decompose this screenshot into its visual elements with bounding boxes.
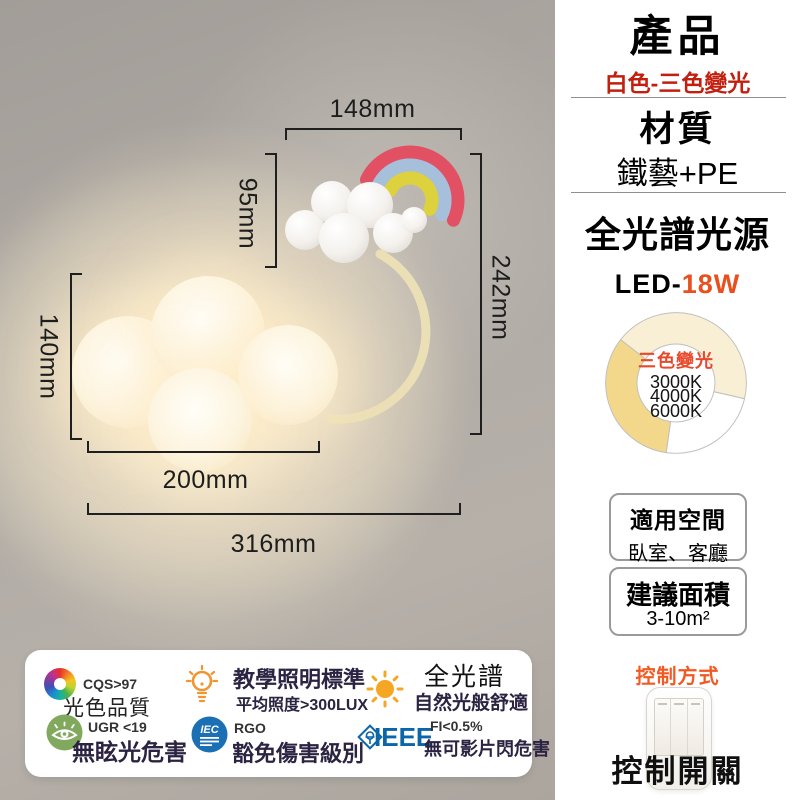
lamp-lobe xyxy=(148,368,252,472)
space-heading: 適用空間 xyxy=(630,507,726,533)
full-spectrum-label: 全光譜 xyxy=(424,663,506,691)
light-source-heading: 全光譜光源 xyxy=(584,214,770,255)
donut-segment-cream xyxy=(619,312,747,400)
no-flicker-label: 無可影片閃危害 xyxy=(424,739,550,759)
iec-badge-icon: IEC xyxy=(191,716,228,753)
dim-label-total-width: 316mm xyxy=(230,530,317,558)
wattage-label: LED-18W xyxy=(555,269,800,300)
divider xyxy=(571,97,786,98)
sun-icon xyxy=(366,670,404,708)
rgo-metric: RGO xyxy=(234,720,266,736)
temp-6000k: 6000K xyxy=(649,400,703,421)
dim-label-total-height: 242mm xyxy=(486,254,515,341)
variant-label: 白色-三色變光 xyxy=(604,70,751,96)
divider xyxy=(571,192,786,193)
iec-badge-text: IEC xyxy=(200,724,219,736)
natural-light-sublabel: 自然光般舒適 xyxy=(414,693,529,714)
product-title: 產品 xyxy=(629,13,726,61)
dim-bracket-cloud-height xyxy=(70,273,82,440)
ieee-wordmark: IEEE xyxy=(374,722,434,752)
donut-center-text: 三色變光 3000K 4000K 6000K xyxy=(600,307,752,459)
cloud-sphere xyxy=(401,207,427,233)
certifications-card: CQS>97 光色品質 教學照明標準 平均照度>300LUX 全光譜 自然光般舒… xyxy=(25,650,550,777)
dim-label-top-width: 148mm xyxy=(329,95,416,123)
switch-plate xyxy=(654,698,704,756)
applicable-space-box: 適用空間 臥室、客廳 xyxy=(609,493,747,565)
cloud-sphere xyxy=(319,213,369,263)
dim-bracket-total-height xyxy=(470,153,482,435)
switch-rocker xyxy=(655,699,672,755)
color-wheel-icon xyxy=(44,668,76,700)
dim-label-cloud-width: 200mm xyxy=(162,466,249,494)
dim-bracket-total-width xyxy=(87,503,461,515)
dim-bracket-cloud-width xyxy=(87,441,320,453)
cqs-metric: CQS>97 xyxy=(83,676,138,692)
rainbow-icon xyxy=(359,145,465,227)
eye-icon xyxy=(46,714,83,751)
dimming-donut-chart: 三色變光 3000K 4000K 6000K xyxy=(600,307,752,459)
wall-switch-graphic xyxy=(646,687,712,790)
area-value: 3-10m² xyxy=(646,608,710,630)
control-value: 控制開關 xyxy=(611,754,744,789)
dim-bracket-small-height xyxy=(265,153,277,268)
cqs-label: 光色品質 xyxy=(63,697,151,720)
donut-segment-gold xyxy=(605,339,672,454)
no-glare-label: 無眩光危害 xyxy=(72,739,187,765)
space-value: 臥室、客廳 xyxy=(628,543,728,565)
material-heading: 材質 xyxy=(639,110,716,149)
control-method-heading: 控制方式 xyxy=(635,666,720,688)
material-value: 鐵藝+PE xyxy=(616,156,739,191)
area-heading: 建議面積 xyxy=(625,580,730,610)
exempt-risk-label: 豁免傷害級別 xyxy=(232,741,365,766)
wattage-value: 18W xyxy=(681,269,741,299)
arm-and-rainbow-graphic xyxy=(326,145,465,424)
temp-3000k: 3000K xyxy=(649,371,703,392)
suggested-area-box: 建議面積 3-10m² xyxy=(609,567,747,636)
dim-bracket-top-width xyxy=(285,128,462,140)
illuminance-metric: 平均照度>300LUX xyxy=(236,697,369,714)
ieee-diamond-icon xyxy=(357,724,383,750)
lamp-lobe xyxy=(238,325,338,425)
flicker-metric: FI<0.5% xyxy=(430,718,483,734)
lightbulb-icon xyxy=(185,664,219,703)
spec-panel: 產品 白色-三色變光 材質 鐵藝+PE 全光譜光源 LED-18W 三色變光 3… xyxy=(555,0,800,800)
lamp-arm xyxy=(326,249,431,424)
wattage-prefix: LED- xyxy=(614,269,682,299)
dimming-label: 三色變光 xyxy=(638,350,714,371)
ugr-metric: UGR <19 xyxy=(88,719,147,735)
teaching-standard-label: 教學照明標準 xyxy=(233,667,366,692)
switch-rocker xyxy=(687,699,703,755)
switch-rocker xyxy=(671,699,688,755)
dim-label-cloud-height: 140mm xyxy=(34,313,63,400)
dim-label-small-height: 95mm xyxy=(233,177,262,250)
donut-segments xyxy=(605,312,747,454)
temp-4000k: 4000K xyxy=(649,386,703,407)
